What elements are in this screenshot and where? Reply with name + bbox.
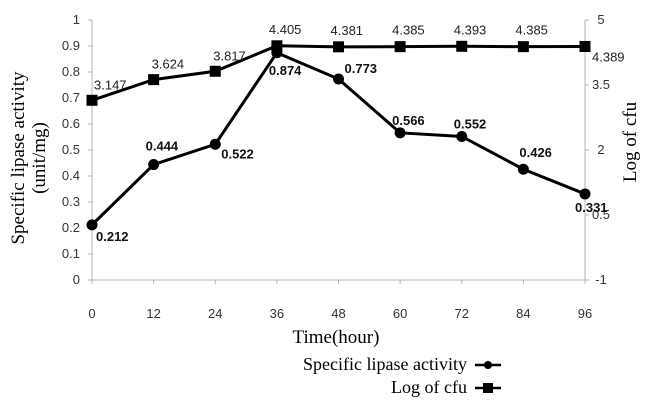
data-label-cfu: 3.624	[152, 57, 185, 72]
legend-label-cfu: Log of cfu	[391, 377, 467, 397]
data-label-cfu: 3.147	[94, 77, 127, 92]
data-point-lipase	[86, 219, 98, 231]
x-tick-label: 96	[578, 306, 592, 321]
data-point-cfu	[333, 41, 344, 53]
data-point-lipase	[456, 130, 468, 142]
y-right-tick-label: 0.5	[592, 207, 610, 222]
data-point-lipase	[579, 188, 591, 200]
x-tick-label: 60	[393, 306, 407, 321]
data-point-cfu	[394, 41, 406, 53]
x-tick-label: 0	[88, 306, 95, 321]
data-point-lipase	[333, 73, 344, 85]
legend: Specific lipase activity Log of cfu	[303, 354, 501, 397]
legend-marker-cfu	[475, 383, 501, 393]
data-label-lipase: 0.331	[575, 200, 608, 215]
y-left-tick-label: 0.1	[62, 246, 80, 261]
y-right-tick-label: 2	[597, 142, 604, 157]
data-label-lipase: 0.773	[345, 61, 378, 76]
data-point-lipase	[148, 159, 160, 171]
x-tick-label: 48	[331, 306, 345, 321]
data-point-cfu	[579, 40, 591, 52]
data-label-lipase: 0.522	[221, 146, 254, 161]
data-point-lipase	[517, 163, 529, 175]
chart-series	[86, 40, 591, 231]
y-left-tick-label: 0.2	[62, 220, 80, 235]
data-label-lipase: 0.212	[96, 229, 129, 244]
x-tick-label: 84	[516, 306, 530, 321]
y-axis-right-title: Log of cfu	[620, 101, 641, 182]
y-left-tick-label: 0.4	[62, 168, 80, 183]
y-left-tick-label: 1	[73, 12, 80, 27]
x-tick-label: 12	[146, 306, 160, 321]
data-label-cfu: 4.405	[269, 22, 302, 37]
y-right-tick-label: 5	[597, 12, 604, 27]
y-left-tick-label: 0.3	[62, 194, 80, 209]
data-label-cfu: 4.393	[454, 22, 487, 37]
data-point-lipase	[209, 138, 221, 150]
data-label-lipase: 0.874	[269, 63, 302, 78]
y-right-tick-label: -1	[595, 272, 607, 287]
y-right-tick-label: 3.5	[592, 77, 610, 92]
data-label-cfu: 4.381	[331, 23, 364, 38]
y-left-tick-label: 0.6	[62, 116, 80, 131]
chart-data-labels: 0.212 0.444 0.522 0.874 0.773 0.566 0.552 0.426…	[94, 22, 625, 244]
y-axis-left-title-line2: (unit/mg)	[29, 122, 50, 194]
data-point-cfu	[456, 40, 468, 52]
y-left-tick-label: 0.9	[62, 38, 80, 53]
data-label-lipase: 0.566	[392, 113, 425, 128]
y-axis-left-title-line1: Specific lipase activity	[8, 71, 29, 245]
data-point-cfu	[209, 65, 221, 77]
legend-label-lipase: Specific lipase activity	[303, 354, 467, 374]
legend-marker-lipase	[475, 361, 501, 369]
data-label-cfu: 4.385	[515, 23, 548, 38]
data-label-lipase: 0.426	[519, 145, 552, 160]
x-tick-label: 36	[270, 306, 284, 321]
x-tick-label: 24	[208, 306, 222, 321]
y-left-tick-label: 0.8	[62, 64, 80, 79]
y-left-tick-label: 0.7	[62, 90, 80, 105]
data-point-cfu	[148, 74, 160, 86]
data-label-cfu: 3.817	[213, 48, 246, 63]
x-tick-label: 72	[455, 306, 469, 321]
data-point-cfu	[517, 41, 529, 53]
data-label-cfu: 4.389	[592, 49, 625, 64]
data-point-lipase	[394, 127, 406, 139]
y-left-tick-label: 0	[73, 272, 80, 287]
x-axis-title: Time(hour)	[293, 327, 380, 348]
data-label-cfu: 4.385	[392, 23, 425, 38]
data-point-cfu	[86, 94, 98, 106]
series-line-cfu	[91, 44, 586, 102]
data-label-lipase: 0.552	[454, 116, 487, 131]
y-left-tick-label: 0.5	[62, 142, 80, 157]
data-label-lipase: 0.444	[146, 139, 179, 154]
chart-ticks: 0 0.1 0.2 0.3 0.4 0.5 0.6 0.7 0.8 0.9 1 -1 0.5 2 3.5 5 0…	[62, 12, 610, 321]
data-point-cfu	[271, 40, 283, 52]
